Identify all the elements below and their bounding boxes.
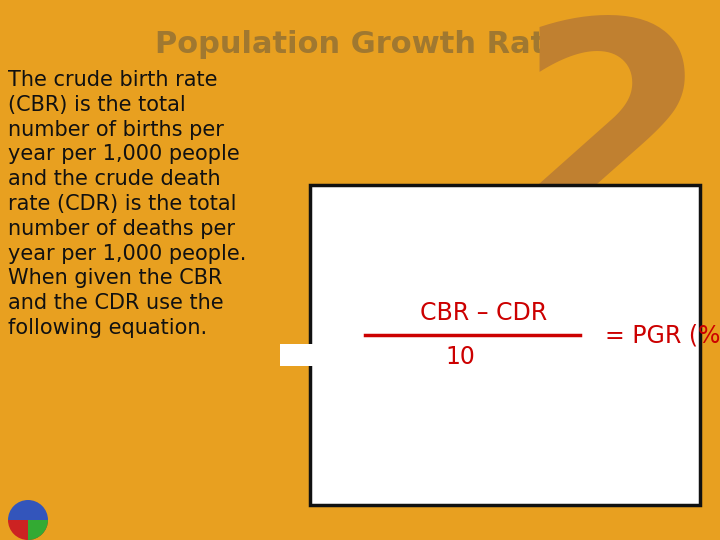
Text: Population Growth Rate: Population Growth Rate	[155, 30, 565, 59]
Text: 10: 10	[445, 345, 475, 369]
Text: CBR – CDR: CBR – CDR	[420, 301, 547, 325]
Bar	[310, 185, 700, 505]
Text: = PGR (%): = PGR (%)	[605, 323, 720, 347]
Text: 2: 2	[517, 10, 710, 280]
Text: The crude birth rate
(CBR) is the total
number of births per
year per 1,000 peop: The crude birth rate (CBR) is the total …	[8, 70, 246, 338]
Wedge shape	[8, 520, 48, 540]
Wedge shape	[8, 500, 48, 520]
FancyArrow shape	[280, 338, 333, 372]
Wedge shape	[28, 520, 48, 540]
